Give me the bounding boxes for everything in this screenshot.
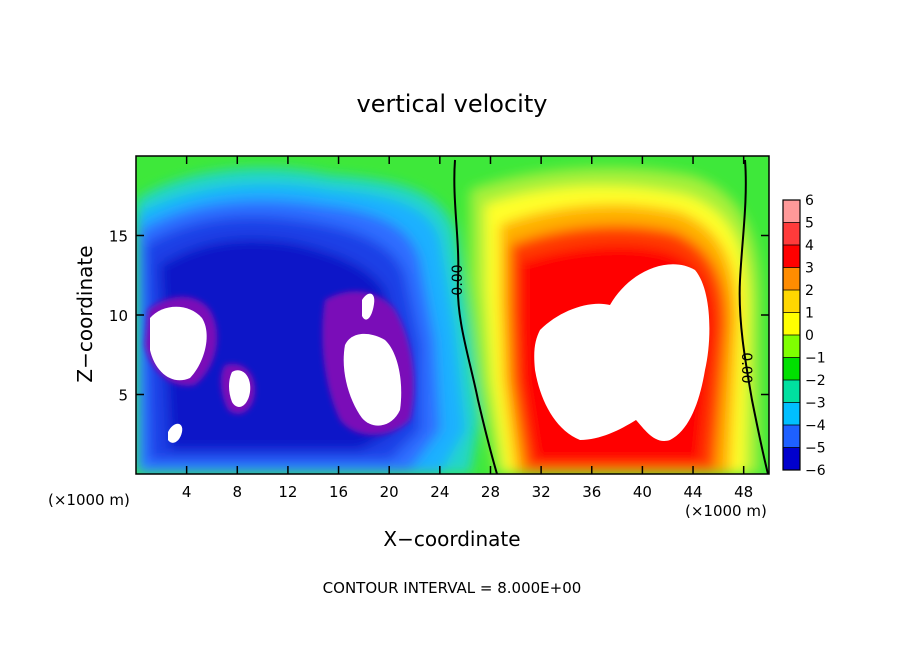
colorbar-label: −6	[805, 463, 826, 479]
colorbar-label: −1	[805, 351, 826, 367]
contour-label-left: 0.00	[450, 264, 466, 295]
colorbar-swatch	[783, 267, 800, 291]
colorbar-swatch	[783, 447, 800, 471]
colorbar-swatch	[783, 312, 800, 336]
x-tick-label: 36	[582, 483, 601, 501]
colorbar-swatch	[783, 245, 800, 268]
colorbar-label: 4	[805, 238, 814, 254]
x-tick-label: 48	[734, 483, 753, 501]
x-tick-label: 12	[278, 483, 297, 501]
contour-interval-text: CONTOUR INTERVAL = 8.000E+00	[323, 579, 582, 597]
colorbar-label: −2	[805, 373, 826, 389]
x-axis-ticks: 4 8 12 16 20 24 28 32 36 40 44 48	[182, 156, 753, 501]
x-axis-title: X−coordinate	[383, 527, 520, 551]
chart-title: vertical velocity	[357, 90, 548, 118]
y-tick-label: 5	[118, 387, 128, 405]
x-tick-label: 20	[380, 483, 399, 501]
x-tick-label: 32	[532, 483, 551, 501]
x-tick-label: 16	[329, 483, 348, 501]
y-tick-label: 10	[109, 307, 128, 325]
colorbar-label: 2	[805, 283, 814, 299]
x-tick-label: 4	[182, 483, 192, 501]
colorbar-swatch	[783, 290, 800, 313]
colorbar-label: 1	[805, 306, 814, 322]
colorbar-label: 0	[805, 328, 814, 344]
colorbar-swatch	[783, 357, 800, 381]
colorbar-swatch	[783, 222, 800, 246]
x-units-left: (×1000 m)	[48, 491, 130, 509]
y-axis-ticks: 5 10 15	[109, 228, 769, 405]
x-tick-label: 28	[481, 483, 500, 501]
x-tick-label: 24	[430, 483, 449, 501]
colorbar-label: 3	[805, 261, 814, 277]
x-tick-label: 8	[233, 483, 243, 501]
colorbar-swatch	[783, 200, 800, 223]
contour-label-right: 0.00	[738, 352, 754, 383]
x-tick-label: 44	[683, 483, 702, 501]
colorbar-label: 5	[805, 216, 814, 232]
colorbar-label: −4	[805, 418, 826, 434]
colorbar-swatch	[783, 425, 800, 448]
colorbar-label: −3	[805, 396, 826, 412]
x-units-right: (×1000 m)	[685, 502, 767, 520]
colorbar-swatch	[783, 335, 800, 358]
colorbar-label: 6	[805, 193, 814, 209]
colorbar-swatch	[783, 380, 800, 403]
colorbar-swatch	[783, 402, 800, 426]
contour-field	[136, 156, 769, 474]
x-tick-label: 40	[633, 483, 652, 501]
colorbar: 6 5 4 3 2 1 0 −1 −2 −3 −4 −5 −6	[782, 193, 826, 479]
y-tick-label: 15	[109, 228, 128, 246]
colorbar-label: −5	[805, 441, 826, 457]
y-axis-title: Z−coordinate	[73, 245, 97, 382]
